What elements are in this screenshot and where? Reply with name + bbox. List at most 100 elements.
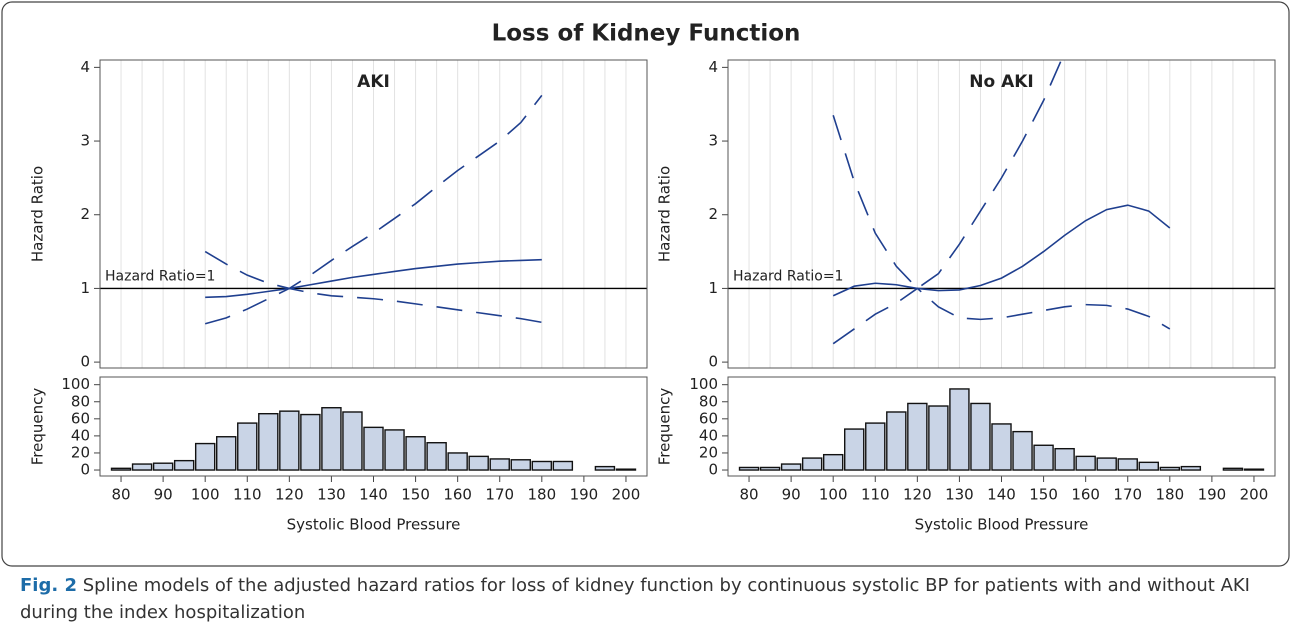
confidence-line <box>832 60 1063 290</box>
figure: Loss of Kidney Function 0 1 2 3 4 Hazard Rati… <box>1 1 1290 567</box>
bar <box>886 411 907 471</box>
x-tick-label: 150 <box>401 486 430 504</box>
y-axis-label: Hazard Ratio <box>656 166 674 262</box>
y-tick-label: 80 <box>699 392 718 410</box>
figure-title: Loss of Kidney Function <box>492 21 801 47</box>
x-tick-label: 180 <box>1155 486 1184 504</box>
bar <box>1012 430 1033 471</box>
y-tick-label: 0 <box>80 353 90 371</box>
caption: Fig. 2 Spline models of the adjusted haz… <box>20 572 1270 626</box>
bar <box>258 412 279 471</box>
y-tick-label: 3 <box>80 132 90 150</box>
x-tick-label: 100 <box>191 486 220 504</box>
bar <box>405 436 426 471</box>
x-tick-label: 190 <box>1198 486 1227 504</box>
y-tick-label: 0 <box>80 461 90 479</box>
x-tick-label: 80 <box>111 486 130 504</box>
y-axis-label: Frequency <box>29 388 47 466</box>
confidence-line <box>204 287 542 325</box>
bar <box>552 460 574 471</box>
y-tick-label: 60 <box>699 409 718 427</box>
bar <box>426 442 447 471</box>
x-tick-label: 160 <box>1071 486 1100 504</box>
bar <box>822 453 844 471</box>
y-tick-label: 2 <box>80 205 90 223</box>
bar <box>844 428 865 471</box>
estimate-line <box>832 204 1171 297</box>
y-tick-label: 3 <box>708 132 718 150</box>
bar <box>865 422 886 471</box>
figure-frame <box>1 1 1290 567</box>
plot-frame <box>727 376 1276 477</box>
bar <box>1159 466 1181 471</box>
bar <box>907 402 928 471</box>
bar <box>321 407 342 471</box>
bar <box>1222 467 1244 471</box>
reference-label: Hazard Ratio=1 <box>105 268 215 284</box>
plot-frame <box>727 59 1276 369</box>
bar <box>110 467 132 471</box>
x-tick-label: 190 <box>570 486 599 504</box>
bar <box>928 405 949 471</box>
x-tick-label: 110 <box>861 486 890 504</box>
y-tick-label: 4 <box>80 58 90 76</box>
bar <box>279 410 300 471</box>
x-tick-label: 90 <box>154 486 173 504</box>
x-tick-label: 200 <box>1240 486 1269 504</box>
bar <box>1075 455 1096 471</box>
y-tick-label: 100 <box>689 375 718 393</box>
x-tick-label: 110 <box>233 486 262 504</box>
x-tick-label: 160 <box>443 486 472 504</box>
x-tick-label: 200 <box>612 486 641 504</box>
bar <box>131 463 153 471</box>
caption-text: Spline models of the adjusted hazard rat… <box>20 575 1250 623</box>
bar <box>615 468 637 471</box>
bar <box>1096 457 1117 471</box>
bar <box>194 442 216 471</box>
y-tick-label: 2 <box>708 205 718 223</box>
x-tick-label: 140 <box>359 486 388 504</box>
bar <box>152 462 174 471</box>
y-tick-label: 20 <box>699 443 718 461</box>
bar <box>173 459 195 471</box>
x-tick-label: 100 <box>819 486 848 504</box>
y-tick-label: 100 <box>61 375 90 393</box>
y-tick-label: 80 <box>71 392 90 410</box>
y-tick-label: 40 <box>699 426 718 444</box>
x-tick-label: 170 <box>485 486 514 504</box>
x-tick-label: 130 <box>945 486 974 504</box>
x-tick-label: 120 <box>903 486 932 504</box>
caption-label: Fig. 2 <box>20 575 77 596</box>
x-tick-label: 90 <box>782 486 801 504</box>
bar <box>949 388 970 471</box>
x-tick-label: 150 <box>1029 486 1058 504</box>
bar <box>594 465 616 471</box>
bar <box>759 466 781 471</box>
bar <box>1138 461 1159 471</box>
bar <box>1054 447 1075 471</box>
confidence-line <box>204 94 543 290</box>
x-tick-label: 170 <box>1113 486 1142 504</box>
y-tick-label: 40 <box>71 426 90 444</box>
bar <box>531 460 553 471</box>
bar <box>216 436 237 471</box>
bar <box>489 458 510 471</box>
bar <box>384 429 405 471</box>
y-tick-label: 1 <box>708 279 718 297</box>
bar <box>1033 444 1054 471</box>
x-tick-label: 130 <box>317 486 346 504</box>
bar <box>510 459 531 471</box>
y-tick-label: 20 <box>71 443 90 461</box>
y-axis-label: Hazard Ratio <box>29 166 47 262</box>
bar <box>991 423 1012 471</box>
plot-frame <box>99 59 648 369</box>
y-tick-label: 60 <box>71 409 90 427</box>
x-axis-label: Systolic Blood Pressure <box>915 516 1089 534</box>
bar <box>468 455 489 471</box>
plot-frame <box>99 376 648 477</box>
y-tick-label: 0 <box>708 461 718 479</box>
bar <box>1243 468 1265 471</box>
estimate-line <box>205 258 542 299</box>
y-tick-label: 4 <box>708 58 718 76</box>
bar <box>801 457 823 471</box>
